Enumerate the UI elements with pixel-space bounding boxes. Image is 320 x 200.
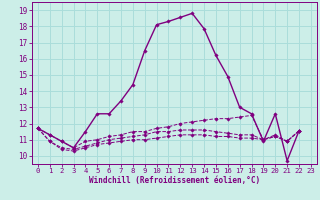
X-axis label: Windchill (Refroidissement éolien,°C): Windchill (Refroidissement éolien,°C) — [89, 176, 260, 185]
